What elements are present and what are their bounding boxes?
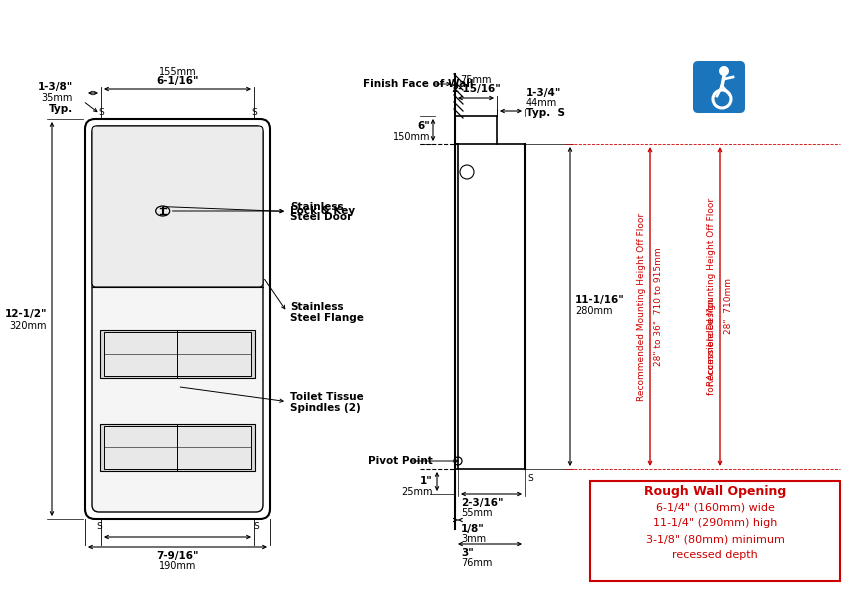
Text: 150mm: 150mm [393, 132, 430, 142]
Text: 1-3/4": 1-3/4" [526, 88, 561, 98]
Text: Steel Flange: Steel Flange [290, 313, 364, 323]
Text: 7-9/16": 7-9/16" [156, 551, 199, 561]
Text: recessed depth: recessed depth [672, 550, 758, 560]
Text: 44mm: 44mm [526, 98, 558, 108]
Text: Lock & Key: Lock & Key [290, 206, 355, 216]
Text: 1-3/8": 1-3/8" [37, 82, 73, 92]
Text: Toilet Tissue: Toilet Tissue [290, 392, 364, 402]
Text: Spindles (2): Spindles (2) [290, 403, 360, 413]
Circle shape [454, 457, 462, 465]
Text: Stainless: Stainless [290, 201, 343, 211]
FancyBboxPatch shape [85, 119, 270, 519]
Text: 2-15/16": 2-15/16" [451, 84, 501, 94]
Text: 11-1/4" (290mm) high: 11-1/4" (290mm) high [653, 518, 777, 528]
Text: 1": 1" [420, 476, 433, 486]
Bar [104, 425, 251, 469]
Text: Recommended Mounting Height Off Floor: Recommended Mounting Height Off Floor [707, 198, 717, 386]
Text: 3": 3" [461, 548, 473, 558]
Text: 3-1/8" (80mm) minimum: 3-1/8" (80mm) minimum [645, 534, 785, 544]
Text: 76mm: 76mm [461, 558, 492, 568]
Text: 28"  710mm: 28" 710mm [724, 279, 733, 334]
Text: 280mm: 280mm [575, 307, 613, 316]
Bar [100, 330, 255, 378]
Bar [100, 423, 255, 471]
Text: S: S [98, 108, 104, 117]
Text: S: S [253, 522, 259, 531]
Text: 55mm: 55mm [461, 508, 492, 518]
Text: for Accessible Design: for Accessible Design [707, 298, 717, 395]
Text: 6-1/4" (160mm) wide: 6-1/4" (160mm) wide [655, 502, 774, 512]
Text: Recommended Mounting Height Off Floor: Recommended Mounting Height Off Floor [638, 213, 647, 401]
Text: Rough Wall Opening: Rough Wall Opening [643, 485, 786, 498]
FancyBboxPatch shape [92, 126, 263, 287]
Text: 1/8": 1/8" [461, 524, 484, 534]
Text: 12-1/2": 12-1/2" [4, 309, 47, 319]
FancyBboxPatch shape [693, 61, 745, 113]
Text: 190mm: 190mm [159, 561, 196, 571]
FancyBboxPatch shape [590, 481, 840, 581]
Text: 35mm: 35mm [42, 93, 73, 103]
Text: 320mm: 320mm [9, 321, 47, 331]
Bar [104, 332, 251, 376]
Text: S: S [96, 522, 102, 531]
Text: 6-1/16": 6-1/16" [156, 76, 199, 86]
Text: Pivot Point: Pivot Point [368, 456, 433, 466]
Text: 25mm: 25mm [401, 487, 433, 497]
Text: 155mm: 155mm [159, 67, 196, 77]
Text: 75mm: 75mm [460, 75, 492, 85]
Text: Stainless: Stainless [290, 302, 343, 312]
Text: S: S [527, 474, 533, 483]
Text: Finish Face of Wall: Finish Face of Wall [363, 79, 473, 89]
Text: 11-1/16": 11-1/16" [575, 295, 625, 304]
FancyBboxPatch shape [92, 126, 263, 512]
Text: Steel Door: Steel Door [290, 213, 352, 222]
Text: Typ.  S: Typ. S [526, 108, 565, 118]
Text: 2-3/16": 2-3/16" [461, 498, 503, 508]
Text: 28" to 36"  710 to 915mm: 28" to 36" 710 to 915mm [654, 247, 663, 366]
Text: S: S [251, 108, 257, 117]
Text: Typ.: Typ. [48, 104, 73, 114]
Text: 3mm: 3mm [461, 534, 486, 544]
Text: 6": 6" [417, 121, 430, 131]
Circle shape [719, 66, 729, 76]
